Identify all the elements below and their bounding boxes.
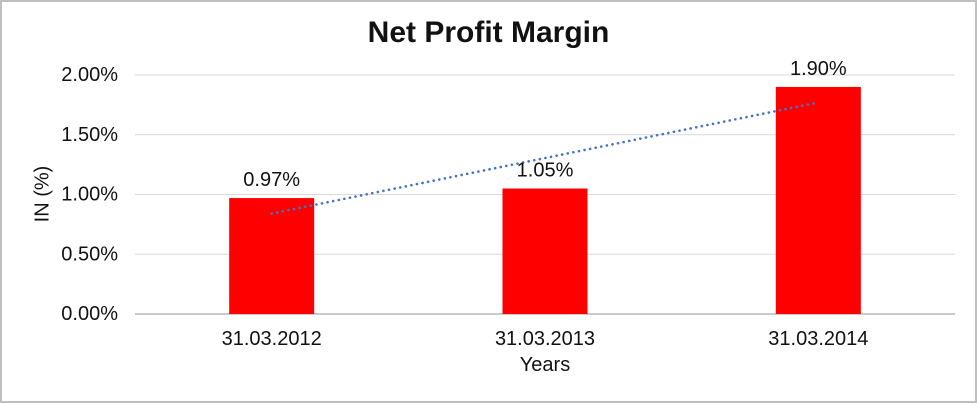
bar-data-label: 1.05%: [517, 160, 574, 182]
x-category-label: 31.03.2013: [495, 328, 595, 350]
y-tick-label: 2.00%: [61, 64, 118, 86]
x-category-label: 31.03.2012: [222, 328, 322, 350]
bar-31.03.2014: [775, 86, 861, 314]
chart-title: Net Profit Margin: [367, 16, 610, 49]
bar-data-label: 1.90%: [790, 58, 847, 80]
bar-31.03.2013: [502, 188, 588, 314]
trendline: [270, 101, 820, 215]
x-category-label: 31.03.2014: [768, 328, 868, 350]
x-axis-title: Years: [519, 354, 571, 376]
y-tick-label: 1.00%: [61, 184, 118, 206]
bar-31.03.2012: [229, 198, 315, 314]
y-tick-label: 0.50%: [61, 243, 118, 265]
y-tick-label: 1.50%: [61, 124, 118, 146]
y-tick-label: 0.00%: [61, 303, 118, 325]
bar-data-label: 0.97%: [243, 169, 300, 191]
